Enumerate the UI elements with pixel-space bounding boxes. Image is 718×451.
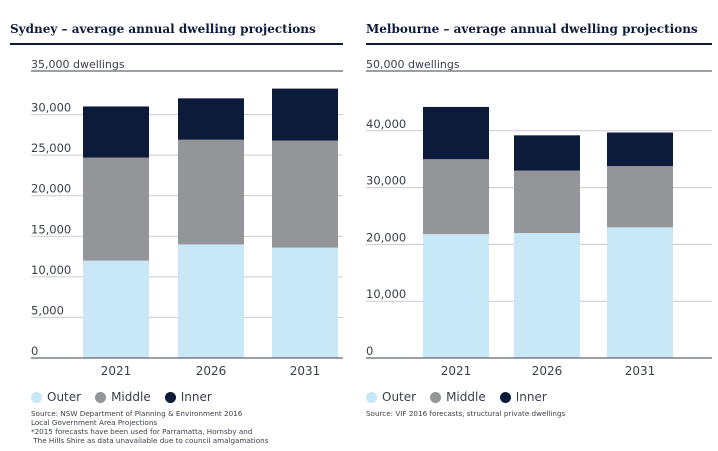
bar-segment-inner (83, 106, 149, 158)
bar-segment-inner (607, 132, 673, 167)
bar-segment-inner (178, 98, 244, 140)
title-rule (10, 43, 343, 45)
y-tick-label: 0 (366, 344, 373, 358)
bar-segment-inner (514, 135, 580, 171)
y-axis-unit-label: 50,000 dwellings (366, 58, 460, 71)
y-tick-label: 15,000 (31, 222, 71, 236)
bar-segment-outer (83, 260, 149, 358)
bar-segment-middle (607, 166, 673, 228)
y-tick-label: 30,000 (366, 174, 406, 188)
chart-title: Melbourne – average annual dwelling proj… (366, 22, 698, 36)
legend-swatch (164, 391, 176, 403)
y-tick-label: 10,000 (366, 287, 406, 301)
y-tick-label: 30,000 (31, 101, 71, 115)
legend-item-outer: Outer (366, 390, 416, 404)
y-tick-label: 40,000 (366, 117, 406, 131)
bar-segment-outer (178, 244, 244, 358)
legend-swatch (499, 391, 511, 403)
y-tick-label: 20,000 (31, 182, 71, 196)
melbourne-chart-panel: Melbourne – average annual dwelling proj… (360, 0, 718, 451)
chart-title: Sydney – average annual dwelling project… (10, 22, 316, 36)
y-tick-label: 20,000 (366, 230, 406, 244)
legend-label: Outer (47, 390, 82, 404)
bar-segment-inner (423, 106, 489, 160)
x-tick-label: 2031 (625, 364, 656, 378)
chart-legend: Outer Middle Inner (366, 390, 547, 404)
x-tick-label: 2026 (196, 364, 227, 378)
legend-label: Middle (111, 390, 151, 404)
legend-swatch (366, 391, 377, 403)
y-tick-label: 25,000 (31, 141, 71, 155)
legend-item-inner: Inner (499, 390, 547, 404)
x-tick-label: 2021 (441, 364, 472, 378)
legend-item-middle: Middle (430, 390, 486, 404)
y-tick-label: 10,000 (31, 263, 71, 277)
bar-segment-outer (514, 233, 580, 358)
source-note: Source: VIF 2016 forecasts, structural p… (366, 409, 566, 418)
sydney-chart-panel: Sydney – average annual dwelling project… (0, 0, 346, 451)
bar-segment-outer (607, 227, 673, 358)
y-tick-label: 5,000 (31, 303, 64, 317)
title-rule (366, 43, 712, 45)
bar-segment-middle (83, 157, 149, 261)
legend-label: Inner (180, 390, 212, 404)
bar-segment-outer (423, 234, 489, 358)
legend-item-inner: Inner (164, 390, 212, 404)
y-tick-label: 0 (31, 344, 38, 358)
legend-item-outer: Outer (31, 390, 81, 404)
legend-swatch (31, 391, 42, 403)
chart-legend: Outer Middle Inner (31, 390, 212, 404)
bar-segment-middle (272, 140, 338, 248)
bar-segment-outer (272, 247, 338, 358)
x-tick-label: 2026 (532, 364, 563, 378)
sydney-stacked-bar-chart: 35,000 dwellings 0 5,000 10,000 15,000 20,000… (31, 58, 343, 378)
legend-label: Inner (515, 390, 547, 404)
melbourne-stacked-bar-chart: 50,000 dwellings 0 10,000 20,000 30,000 40,00… (366, 58, 712, 378)
source-note: Source: NSW Department of Planning & Env… (31, 409, 269, 445)
bar-segment-middle (514, 170, 580, 234)
legend-item-middle: Middle (95, 390, 151, 404)
x-tick-label: 2031 (290, 364, 321, 378)
bar-segment-middle (423, 159, 489, 235)
bar-segment-middle (178, 139, 244, 245)
legend-swatch (430, 391, 442, 403)
y-axis-unit-label: 35,000 dwellings (31, 58, 125, 71)
x-tick-label: 2021 (101, 364, 132, 378)
legend-label: Middle (446, 390, 486, 404)
bar-segment-inner (272, 88, 338, 141)
legend-label: Outer (382, 390, 417, 404)
legend-swatch (95, 391, 107, 403)
